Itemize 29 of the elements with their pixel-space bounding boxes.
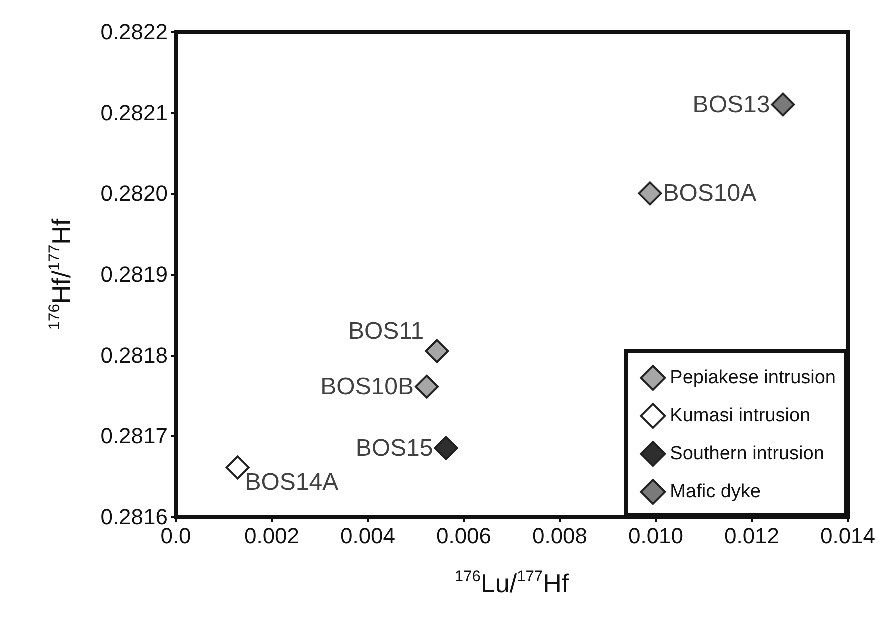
annotation: BOS11 [348, 318, 424, 345]
y-tick-label: 0.2822 [100, 20, 168, 44]
point [638, 182, 662, 206]
legend-label: Kumasi intrusion [670, 406, 811, 426]
x-tick-label: 0.014 [820, 524, 876, 548]
y-axis-title: 176Hf/177Hf [46, 218, 76, 330]
x-tick-label: 0.002 [244, 524, 300, 548]
x-tick-label: 0.010 [628, 524, 684, 548]
annotation: BOS14A [245, 469, 339, 496]
annotation: BOS10B [320, 373, 414, 400]
x-tick-label: 0.004 [340, 524, 396, 548]
legend-label: Southern intrusion [670, 444, 824, 464]
y-tick-label: 0.2817 [100, 424, 168, 449]
point [425, 339, 450, 364]
point [415, 374, 440, 399]
legend-label: Mafic dyke [670, 482, 761, 502]
x-tick-label: 0.006 [436, 524, 492, 548]
x-tick-label: 0.012 [724, 524, 780, 548]
y-tick-label: 0.2819 [100, 262, 168, 287]
y-tick-label: 0.2820 [100, 181, 168, 206]
y-tick-label: 0.2818 [100, 342, 168, 368]
point [434, 436, 458, 460]
annotation: BOS10A [663, 180, 757, 208]
y-tick-label: 0.2821 [100, 100, 168, 126]
legend-label: Pepiakese intrusion [670, 368, 836, 388]
point [771, 92, 796, 117]
annotation: BOS15 [356, 434, 434, 462]
annotation: BOS13 [692, 91, 770, 118]
x-tick-label: 0.008 [532, 524, 588, 548]
